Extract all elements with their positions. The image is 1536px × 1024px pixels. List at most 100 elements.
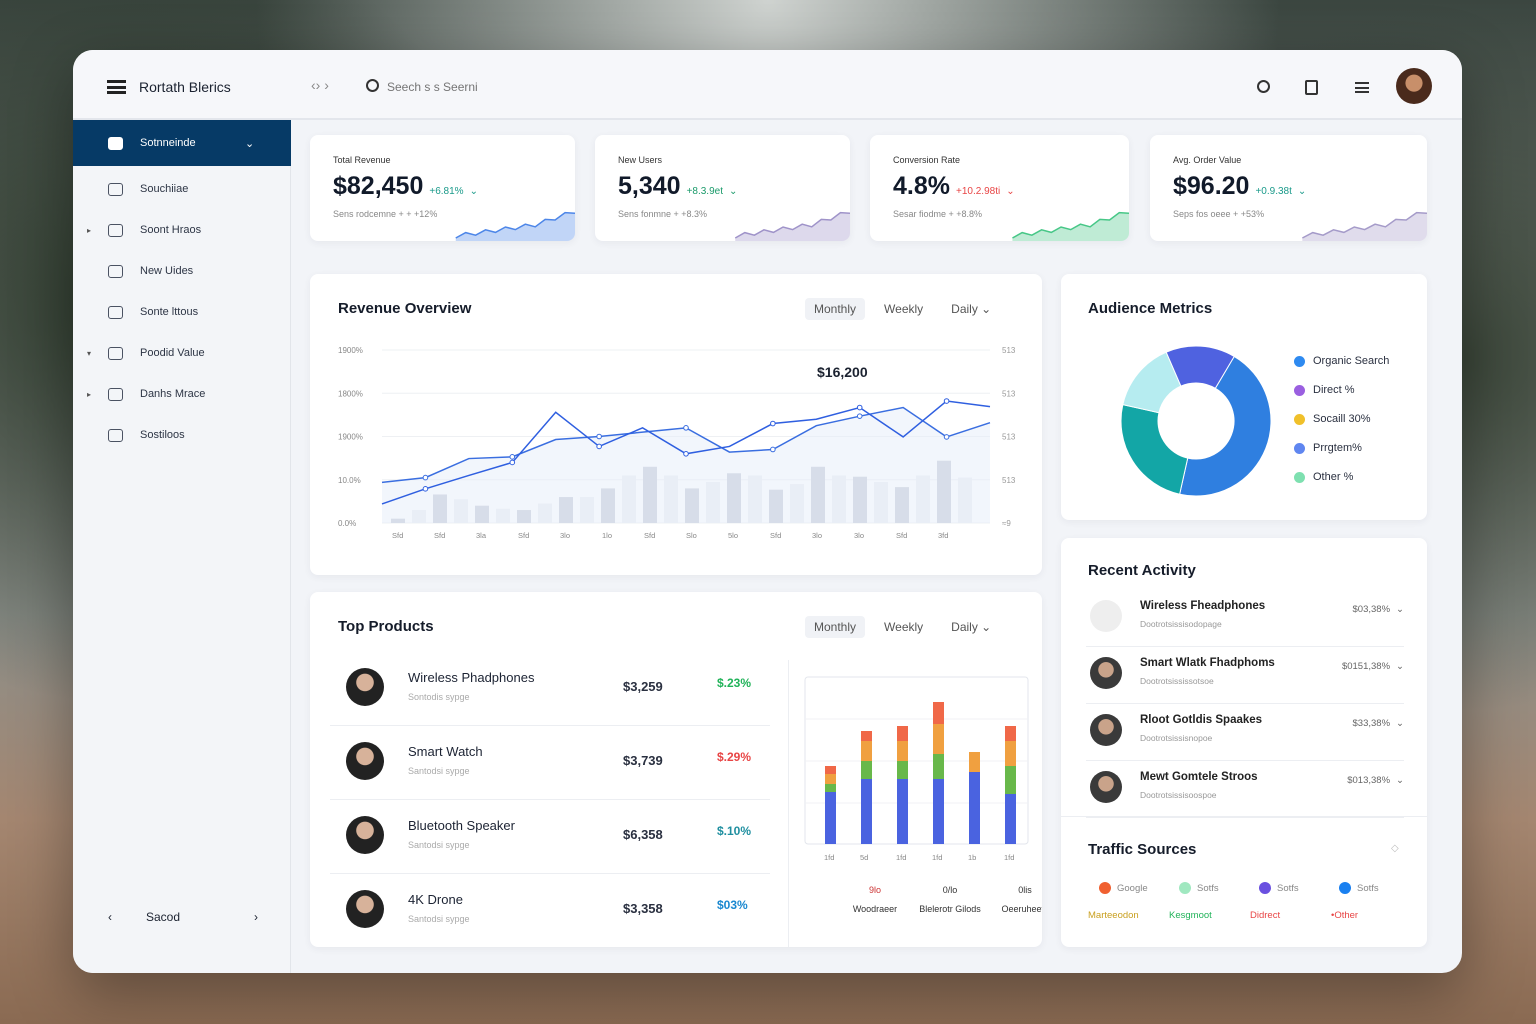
sidebar-footer[interactable]: ‹ Sacod › bbox=[108, 910, 258, 924]
sidebar-footer-label: Sacod bbox=[145, 910, 181, 924]
sidebar-item[interactable]: Sotnneinde ⌄ bbox=[73, 120, 291, 166]
activity-row[interactable]: Smart Wlatk Fhadphoms Dootrotsississotsoe… bbox=[1086, 647, 1404, 704]
product-image bbox=[346, 816, 384, 854]
chevron-down-icon[interactable]: ⌄ bbox=[728, 186, 738, 197]
legend-dot bbox=[1294, 413, 1305, 425]
sidebar-item[interactable]: Souchiiae bbox=[73, 166, 291, 212]
kpi-label: Total Revenue bbox=[333, 155, 391, 165]
kpi-card: Conversion Rate 4.8% +10.2.98ti ⌄ Sesar fiod… bbox=[870, 135, 1129, 241]
tab-weekly[interactable]: Weekly bbox=[884, 620, 924, 634]
app-window: Rortath Blerics ‹› › ‹ Sacod › Sotnneinde ⌄… bbox=[73, 50, 1462, 973]
traffic-category: Didrect bbox=[1250, 910, 1281, 921]
hamburger-icon[interactable] bbox=[107, 80, 126, 94]
tab-weekly[interactable]: Weekly bbox=[884, 302, 924, 316]
tab-monthly[interactable]: Monthly bbox=[805, 298, 866, 320]
data-point bbox=[943, 398, 950, 404]
chevron-down-icon[interactable]: ⌄ bbox=[1396, 661, 1404, 672]
data-point bbox=[856, 404, 863, 411]
x-tick-label: 3lo bbox=[560, 531, 570, 540]
x-tick-label: Sfd bbox=[770, 531, 781, 540]
sidebar-item[interactable]: Sostiloos bbox=[73, 412, 291, 458]
activity-title: Smart Wlatk Fhadphoms bbox=[1140, 657, 1275, 669]
nav-arrows-icon[interactable]: ‹› › bbox=[311, 77, 329, 93]
period-tabs: Monthly Weekly Daily ⌄ bbox=[805, 298, 1000, 320]
legend-label: Prrgtem% bbox=[1313, 442, 1362, 454]
share-icon[interactable] bbox=[1305, 80, 1318, 95]
donut-slice bbox=[1120, 404, 1189, 495]
tab-daily[interactable]: Daily ⌄ bbox=[951, 620, 992, 634]
recent-activity-card: Recent Activity Wireless Fheadphones Doot… bbox=[1061, 538, 1427, 947]
chevron-down-icon[interactable]: ⌄ bbox=[469, 186, 478, 197]
kpi-label: Conversion Rate bbox=[893, 155, 961, 165]
product-row[interactable]: Wireless Phadphones Sontodis sypge $3,259 $… bbox=[330, 652, 770, 726]
stacked-bar-segment bbox=[861, 741, 872, 761]
activity-row[interactable]: Rloot Gotldis Spaakes Dootrotsissisnopoe $… bbox=[1086, 704, 1404, 761]
activity-title: Rloot Gotldis Spaakes bbox=[1140, 714, 1263, 726]
expand-arrow-icon[interactable]: ▸ bbox=[87, 225, 92, 235]
chevron-down-icon[interactable]: ⌄ bbox=[245, 137, 255, 150]
activity-value: $013,38% ⌄ bbox=[1347, 775, 1404, 786]
x-tick-label: 3lo bbox=[854, 531, 864, 540]
card-title: Top Products bbox=[338, 618, 434, 635]
product-name: Wireless Phadphones bbox=[408, 670, 535, 685]
tab-monthly[interactable]: Monthly bbox=[805, 616, 866, 638]
product-row[interactable]: 4K Drone Santodsi sypge $3,358 $03% bbox=[330, 874, 770, 947]
right-tick-label: 513 bbox=[1002, 476, 1016, 485]
stacked-bar-segment bbox=[861, 761, 872, 779]
kpi-value: $82,450 +6.81% ⌄ bbox=[333, 172, 478, 201]
traffic-label: Sotfs bbox=[1277, 882, 1299, 894]
search-icon[interactable] bbox=[1257, 80, 1270, 93]
sidebar-item[interactable]: New Uides bbox=[73, 248, 291, 294]
sidebar-item[interactable]: ▾ Poodid Value bbox=[73, 330, 291, 376]
chevron-right-icon[interactable]: › bbox=[254, 910, 258, 924]
expand-arrow-icon[interactable]: ▸ bbox=[87, 389, 92, 399]
chevron-down-icon[interactable]: ⌄ bbox=[1006, 186, 1015, 197]
stacked-bar-segment bbox=[933, 702, 944, 724]
product-row[interactable]: Smart Watch Santodsi sypge $3,739 $.29% bbox=[330, 726, 770, 800]
product-stacked-chart: 1fd 5d 1fd 1fd 1b 1fd bbox=[804, 676, 1029, 862]
avatar[interactable] bbox=[1396, 68, 1432, 104]
right-tick-label: 513 bbox=[1002, 389, 1016, 398]
legend-dot bbox=[1294, 471, 1305, 483]
product-price: $6,358 bbox=[623, 827, 663, 842]
sparkline bbox=[1302, 211, 1427, 241]
search-icon bbox=[366, 79, 379, 92]
chevron-down-icon[interactable]: ⌄ bbox=[1297, 186, 1307, 197]
chevron-down-icon[interactable]: ⌄ bbox=[1396, 775, 1404, 786]
stacked-bar-segment bbox=[861, 779, 872, 844]
x-tick-label: 1lo bbox=[602, 531, 612, 540]
activity-value-text: $0151,38% bbox=[1341, 661, 1391, 672]
chevron-down-icon[interactable]: ⌄ bbox=[1396, 604, 1404, 615]
activity-value: $33,38% ⌄ bbox=[1353, 718, 1404, 729]
product-desc: Sontodis sypge bbox=[408, 692, 470, 702]
chevron-down-icon[interactable]: ⌄ bbox=[1396, 718, 1404, 729]
kpi-label: New Users bbox=[618, 155, 663, 165]
menu-icon[interactable] bbox=[1355, 82, 1369, 93]
sidebar-item[interactable]: Sonte lttous bbox=[73, 289, 291, 335]
activity-row[interactable]: Wireless Fheadphones Dootrotsissisodopage… bbox=[1086, 590, 1404, 647]
sidebar-item[interactable]: ▸ Danhs Mrace bbox=[73, 371, 291, 417]
activity-value: $0151,38% ⌄ bbox=[1342, 661, 1404, 672]
legend-dot bbox=[1294, 355, 1305, 367]
top-bar: Rortath Blerics ‹› › bbox=[73, 50, 1462, 120]
product-row[interactable]: Bluetooth Speaker Santodsi sypge $6,358 $.1… bbox=[330, 800, 770, 874]
traffic-label: Sotfs bbox=[1197, 882, 1219, 894]
data-point bbox=[509, 454, 516, 460]
chart-icon bbox=[108, 387, 123, 401]
period-tabs: Monthly Weekly Daily ⌄ bbox=[805, 616, 1000, 638]
x-tick-label: Sfd bbox=[644, 531, 655, 540]
activity-row[interactable]: Mewt Gomtele Stroos Dootrotsissisoospoe $0… bbox=[1086, 761, 1404, 818]
chevron-left-icon[interactable]: ‹ bbox=[108, 910, 112, 924]
product-desc: Santodsi sypge bbox=[408, 766, 470, 776]
kpi-value: $96.20 +0.9.38t ⌄ bbox=[1173, 172, 1306, 201]
chart-icon bbox=[108, 136, 123, 150]
expand-icon[interactable]: ◇ bbox=[1391, 843, 1399, 854]
sidebar-item[interactable]: ▸ Soont Hraos bbox=[73, 207, 291, 253]
card-title: Audience Metrics bbox=[1088, 300, 1213, 317]
traffic-dot bbox=[1099, 882, 1111, 894]
search-input[interactable] bbox=[387, 76, 687, 98]
x-tick-label: 1fd bbox=[932, 853, 942, 862]
legend-label: Socaill 30% bbox=[1313, 413, 1371, 425]
expand-arrow-icon[interactable]: ▾ bbox=[87, 348, 92, 358]
tab-daily[interactable]: Daily ⌄ bbox=[951, 302, 992, 316]
